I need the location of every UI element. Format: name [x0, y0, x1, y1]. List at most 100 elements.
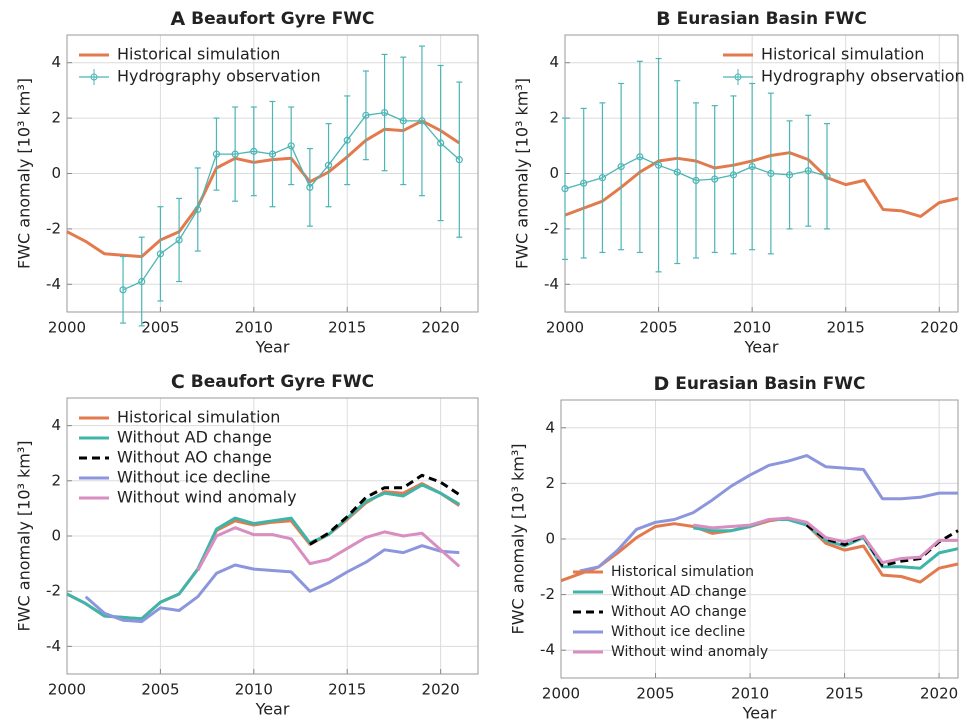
y-tick-label: 4: [549, 53, 559, 71]
panel-letter: A: [171, 8, 186, 30]
x-tick-label: 2005: [141, 319, 179, 337]
x-tick-label: 2020: [920, 685, 958, 703]
y-tick-label: 2: [545, 474, 555, 492]
chart-title: C Beaufort Gyre FWC: [171, 371, 374, 393]
data-point: [194, 205, 202, 214]
y-tick-label: -4: [46, 275, 61, 293]
y-tick-label: 0: [51, 527, 61, 545]
data-point: [250, 147, 258, 155]
y-tick-label: 2: [549, 109, 559, 127]
legend-label: Without wind anomaly: [117, 488, 297, 507]
y-tick-label: -2: [46, 582, 61, 600]
panel: -4 -2 0 2 4 2000 2005 2010 2015 2020 Year FWC anoma…: [15, 8, 479, 357]
y-axis-label: FWC anomaly [10³ km³]: [15, 78, 34, 269]
data-point: [804, 167, 812, 175]
x-tick-label: 2020: [422, 681, 460, 699]
y-tick-label: -4: [46, 637, 61, 655]
x-axis-label: Year: [742, 704, 777, 723]
legend-label: Historical simulation: [611, 564, 754, 580]
data-point: [324, 161, 333, 169]
y-tick-label: -2: [46, 219, 61, 237]
x-tick-label: 2010: [731, 685, 769, 703]
data-point: [617, 162, 625, 171]
x-tick-label: 2010: [733, 319, 771, 337]
data-point: [785, 171, 794, 179]
data-point: [748, 162, 756, 171]
x-tick-label: 2015: [827, 319, 865, 337]
series-line: [564, 156, 828, 190]
legend-label: Without AD change: [117, 428, 272, 447]
data-point: [156, 250, 165, 258]
x-tick-label: 2000: [546, 319, 584, 337]
x-tick-label: 2015: [825, 685, 863, 703]
legend-label: Historical simulation: [117, 45, 280, 64]
y-tick-label: 0: [549, 164, 559, 182]
series-line: [66, 119, 461, 259]
x-tick-label: 2000: [48, 681, 86, 699]
legend-label: Historical simulation: [117, 408, 280, 427]
data-point: [138, 277, 146, 286]
x-tick-label: 2015: [328, 319, 366, 337]
legend-label: Without wind anomaly: [611, 644, 768, 660]
data-point: [343, 136, 351, 144]
data-point: [399, 117, 407, 125]
data-point: [561, 185, 569, 193]
data-point: [580, 179, 588, 187]
series-line: [564, 151, 959, 218]
plot-frame: [66, 34, 479, 313]
x-axis-label: Year: [255, 338, 290, 357]
data-point: [598, 174, 607, 182]
x-tick-label: 2005: [636, 685, 674, 703]
x-tick-label: 2010: [235, 319, 273, 337]
panel-letter: C: [171, 371, 185, 393]
chart-title: B Eurasian Basin FWC: [656, 8, 867, 30]
data-point: [306, 183, 314, 191]
panel: -4 -2 0 2 4 2000 2005 2010 2015 2020 Year FWC anoma…: [509, 373, 959, 723]
data-point: [362, 111, 370, 119]
y-tick-label: 0: [545, 530, 555, 548]
legend-label: Without AD change: [611, 584, 747, 600]
x-tick-label: 2010: [235, 681, 273, 699]
legend-label: Historical simulation: [761, 45, 924, 64]
title-text: Eurasian Basin FWC: [677, 9, 867, 29]
x-axis-label: Year: [744, 338, 779, 357]
y-tick-label: -2: [544, 219, 559, 237]
data-point: [119, 286, 127, 294]
panel-letter: B: [656, 8, 670, 30]
y-axis-label: FWC anomaly [10³ km³]: [509, 443, 528, 634]
data-point: [711, 175, 719, 183]
data-point: [175, 236, 183, 244]
y-tick-label: -4: [540, 641, 555, 659]
series-line: [84, 544, 460, 624]
panel: -4 -2 0 2 4 2000 2005 2010 2015 2020 Year FWC anoma…: [15, 371, 479, 719]
data-point: [437, 139, 445, 147]
legend-label: Without AO change: [117, 448, 272, 467]
legend-label: Hydrography observation: [117, 67, 321, 86]
chart-title: D Eurasian Basin FWC: [654, 373, 866, 395]
x-tick-label: 2005: [141, 681, 179, 699]
series-line: [805, 523, 959, 567]
legend-label: Without ice decline: [117, 468, 270, 487]
data-point: [231, 150, 239, 158]
data-point: [729, 171, 738, 179]
data-point: [455, 156, 463, 164]
panel: -4 -2 0 2 4 2000 2005 2010 2015 2020 Year FWC anoma…: [513, 8, 965, 357]
series-line: [309, 473, 461, 546]
title-text: Eurasian Basin FWC: [675, 374, 865, 394]
y-tick-label: 4: [51, 416, 61, 434]
series-line: [122, 111, 460, 291]
data-point: [673, 168, 681, 176]
x-tick-label: 2000: [48, 319, 86, 337]
plot-frame: [66, 397, 479, 675]
data-point: [767, 169, 775, 178]
y-axis-label: FWC anomaly [10³ km³]: [15, 440, 34, 631]
y-tick-label: -4: [544, 275, 559, 293]
x-tick-label: 2020: [422, 319, 460, 337]
x-tick-label: 2005: [639, 319, 677, 337]
chart-title: A Beaufort Gyre FWC: [171, 8, 375, 30]
data-point: [287, 142, 295, 150]
y-axis-label: FWC anomaly [10³ km³]: [513, 78, 532, 269]
series-line: [196, 526, 461, 572]
panel-letter: D: [654, 373, 670, 395]
